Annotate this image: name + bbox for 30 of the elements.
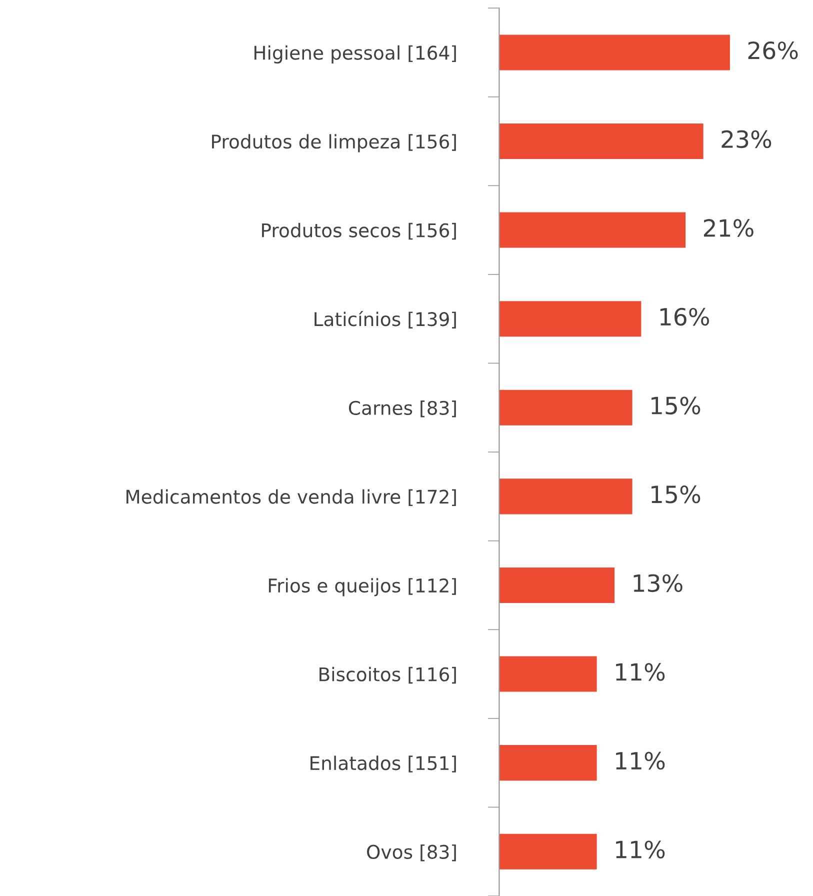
data-label: 15% bbox=[652, 485, 700, 504]
y-tick-label: Enlatados [151] bbox=[310, 756, 456, 772]
data-label: 15% bbox=[652, 396, 700, 414]
y-tick-label: Carnes [83] bbox=[348, 400, 456, 418]
y-tick-label: Biscoitos [116] bbox=[320, 666, 456, 684]
bar bbox=[499, 567, 615, 603]
bar bbox=[499, 834, 597, 870]
data-label: 16% bbox=[660, 308, 710, 326]
bar bbox=[499, 123, 704, 160]
data-label: 23% bbox=[722, 130, 772, 148]
bar bbox=[499, 301, 642, 337]
y-tick-label: Laticínios [139] bbox=[314, 310, 456, 328]
data-label: 11% bbox=[616, 752, 665, 770]
bar bbox=[499, 478, 632, 514]
data-label: 13% bbox=[634, 574, 682, 592]
bar bbox=[499, 390, 632, 426]
data-label: 11% bbox=[616, 663, 665, 681]
data-label: 11% bbox=[616, 840, 665, 858]
y-tick-label: Produtos de limpeza [156] bbox=[212, 134, 456, 152]
y-tick-label: Medicamentos de venda livre [172] bbox=[126, 489, 456, 506]
bar bbox=[499, 745, 597, 781]
y-tick-label: Higiene pessoal [164] bbox=[254, 45, 456, 64]
data-label: 26% bbox=[748, 41, 798, 60]
y-tick-label: Frios e queijos [112] bbox=[268, 578, 456, 596]
y-tick-label: Ovos [83] bbox=[367, 844, 456, 862]
bar bbox=[499, 34, 730, 70]
bar bbox=[499, 212, 686, 248]
y-tick-label: Produtos secos [156] bbox=[262, 222, 456, 240]
bar bbox=[499, 656, 597, 692]
data-label: 21% bbox=[704, 219, 754, 237]
